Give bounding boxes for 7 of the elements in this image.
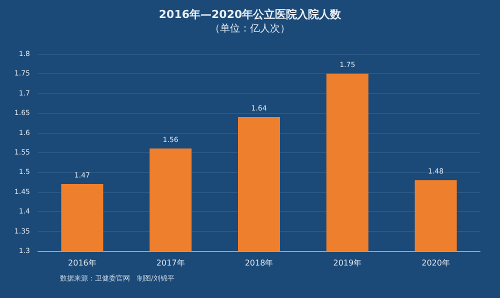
x-tick-label: 2018年 (244, 258, 274, 268)
x-tick-label: 2016年 (68, 258, 96, 268)
x-tick-label: 2017年 (156, 258, 185, 268)
chart-subtitle: （单位：亿人次） (210, 22, 290, 34)
x-tick-label: 2019年 (333, 258, 362, 268)
x-tick-label: 2020年 (422, 258, 450, 268)
chart-title: 2016年—2020年公立医院入院人数 (158, 8, 342, 21)
